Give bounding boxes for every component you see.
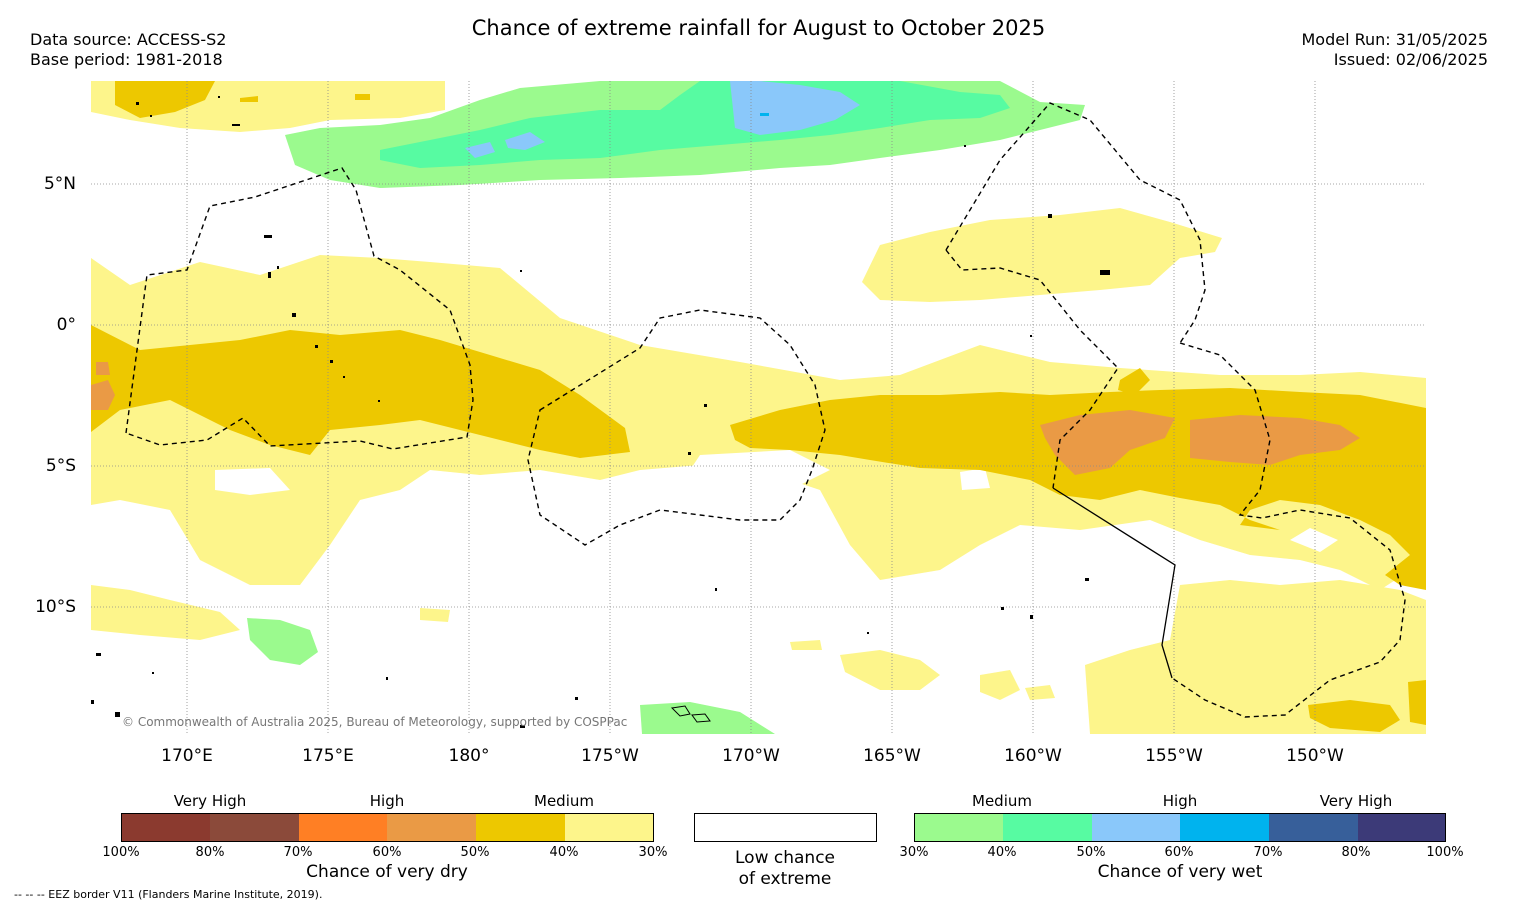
dry-cat-high: High [369, 792, 405, 810]
lon-label-180: 180° [448, 746, 490, 766]
wet-tick: 80% [1341, 845, 1371, 860]
lon-label-160w: 160°W [1004, 746, 1062, 766]
issued-date: Issued: 02/06/2025 [1333, 50, 1488, 69]
base-period: Base period: 1981-2018 [30, 50, 223, 69]
lat-label-10s: 10°S [35, 597, 76, 617]
meta-right: Model Run: 31/05/2025 Issued: 02/06/2025 [1302, 30, 1489, 70]
lat-label-0: 0° [56, 315, 76, 335]
wet-tick: 100% [1426, 845, 1464, 860]
lon-label-175w: 175°W [581, 746, 639, 766]
wet-swatch [1269, 814, 1358, 841]
dry-swatch [210, 814, 299, 841]
dry-swatch [299, 814, 387, 841]
dry-cat-medium: Medium [534, 792, 594, 810]
wet-swatch [1180, 814, 1269, 841]
dry-tick: 60% [372, 845, 402, 860]
island-markers [91, 96, 1110, 728]
wet-colorbar [914, 813, 1446, 842]
dry-tick: 70% [283, 845, 313, 860]
data-source: Data source: ACCESS-S2 [30, 30, 227, 49]
neutral-swatch [694, 813, 877, 842]
wet-swatch [1092, 814, 1180, 841]
low-chance-patches [96, 450, 1338, 576]
wet-cat-very-high: Very High [1319, 792, 1393, 810]
dry-high-low-region [91, 362, 1360, 475]
meta-left: Data source: ACCESS-S2 Base period: 1981… [30, 30, 226, 70]
lat-label-5n: 5°N [43, 174, 76, 194]
rainfall-map [91, 81, 1426, 734]
dry-tick: 50% [460, 845, 490, 860]
model-run: Model Run: 31/05/2025 [1301, 30, 1489, 49]
lon-label-155w: 155°W [1145, 746, 1203, 766]
graticule [91, 81, 1426, 734]
dry-cat-very-high: Very High [173, 792, 247, 810]
wet-tick: 50% [1076, 845, 1106, 860]
lat-label-5s: 5°S [45, 456, 76, 476]
wet-swatch [1003, 814, 1092, 841]
dry-swatch [387, 814, 476, 841]
copyright-notice: © Commonwealth of Australia 2025, Bureau… [122, 715, 628, 729]
wet-tick: 40% [987, 845, 1017, 860]
dry-tick: 40% [549, 845, 579, 860]
neutral-title-line1: Low chance [735, 848, 835, 868]
wet-cat-medium: Medium [972, 792, 1032, 810]
lon-label-170e: 170°E [161, 746, 213, 766]
dry-swatch [565, 814, 653, 841]
neutral-legend-title: Low chance of extreme [685, 848, 885, 890]
wet-cat-high: High [1162, 792, 1198, 810]
page-title: Chance of extreme rainfall for August to… [471, 16, 1046, 40]
wet-tick: 60% [1164, 845, 1194, 860]
eez-borders [125, 102, 1406, 718]
lon-label-170w: 170°W [722, 746, 780, 766]
neutral-title-line2: of extreme [738, 869, 832, 889]
wet-legend-title: Chance of very wet [1097, 862, 1263, 882]
dry-swatch [122, 814, 210, 841]
lon-label-175e: 175°E [302, 746, 354, 766]
wet-high-low-region [465, 81, 860, 158]
samoa-outline [670, 705, 711, 723]
lon-label-150w: 150°W [1286, 746, 1344, 766]
dry-tick: 80% [195, 845, 225, 860]
dry-tick: 30% [638, 845, 668, 860]
wet-tick: 70% [1253, 845, 1283, 860]
wet-swatch [915, 814, 1003, 841]
wet-swatch [1358, 814, 1445, 841]
eez-note: -- -- -- EEZ border V11 (Flanders Marine… [14, 888, 323, 901]
lon-label-165w: 165°W [863, 746, 921, 766]
eez-solid-border [1052, 487, 1176, 679]
wet-high-high-spot [760, 113, 769, 116]
dry-colorbar [121, 813, 654, 842]
wet-tick: 30% [899, 845, 929, 860]
dry-legend-title: Chance of very dry [306, 862, 468, 882]
dry-swatch [476, 814, 565, 841]
dry-tick: 100% [102, 845, 140, 860]
